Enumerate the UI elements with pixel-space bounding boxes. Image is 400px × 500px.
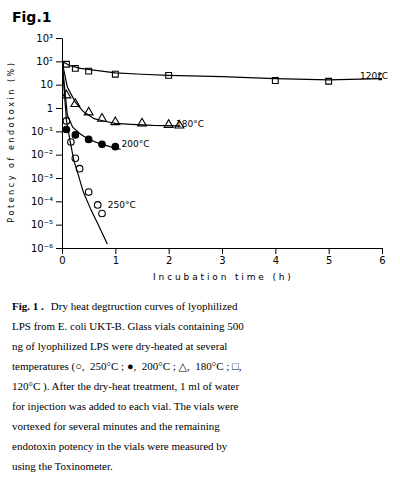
caption-line: for injection was added to each vial. Th… (12, 400, 239, 412)
plot: 0 1 2 3 4 5 6 10⁻⁶ 10⁻⁵ 10⁻⁴ 10⁻³ 10⁻² 10⁻¹ 1 10 10² 10³… (31, 33, 388, 282)
tick-label: 1 (47, 103, 53, 114)
tick-mark (222, 248, 223, 254)
tick: 10² (36, 56, 62, 67)
annotation: 180°C (176, 119, 204, 129)
caption-bold: Fig. 1 . (12, 300, 44, 312)
axis-line (56, 39, 63, 249)
axis-line (63, 249, 383, 255)
tick-mark (56, 108, 62, 109)
tick: 10⁻⁶ (31, 243, 62, 254)
tick-mark (56, 155, 62, 156)
tick: 2 (166, 248, 172, 266)
y-axis: 10⁻⁶ 10⁻⁵ 10⁻⁴ 10⁻³ 10⁻² 10⁻¹ 1 10 10² 10³ (31, 33, 63, 254)
caption-line: temperatures (○, 250°C ; ●, 200°C ; △, 1… (12, 360, 242, 373)
caption-line: using the Toxinometer. (12, 460, 113, 472)
tick-mark (56, 38, 62, 39)
tick-label: 1 (113, 255, 119, 266)
caption-line: endotoxin potency in the vials were meas… (12, 440, 228, 452)
x-axis: 0 1 2 3 4 5 6 (59, 248, 385, 266)
curve (62, 61, 179, 126)
tick-mark (56, 61, 62, 62)
tick-label: 10⁻³ (31, 173, 53, 184)
caption-text: Dry heat degtruction curves of lyophiliz… (51, 300, 238, 312)
caption-line: ng of lyophilized LPS were dry-heated at… (12, 340, 227, 352)
annotations: 120°C 180°C 200°C 250°C (108, 71, 388, 210)
tick: 10⁻⁴ (31, 196, 62, 207)
tick-label: 6 (379, 255, 385, 266)
tick: 6 (379, 248, 385, 266)
tick-mark (329, 248, 330, 254)
tick-label: 10 (40, 79, 53, 90)
tick-mark (56, 201, 62, 202)
tick-label: 10⁻¹ (31, 126, 53, 137)
tick: 10⁻¹ (31, 126, 62, 137)
caption-line: 120°C ). After the dry-heat treatment, 1… (12, 380, 239, 393)
curve (62, 61, 121, 149)
tick-mark (56, 178, 62, 179)
curve (62, 61, 382, 80)
tick-mark (382, 248, 383, 254)
annotation: 250°C (108, 200, 136, 210)
tick: 10⁻² (31, 149, 62, 160)
tick: 0 (59, 248, 65, 266)
tick: 10 (40, 79, 62, 90)
data-point (72, 132, 79, 139)
tick: 3 (219, 248, 225, 266)
annotation: 120°C (360, 71, 388, 81)
caption-line: vortexed for several minutes and the rem… (12, 420, 220, 432)
x-axis-title: I n c u b a t i o n t i m e ( h ) (153, 272, 291, 282)
data-point (326, 78, 332, 84)
tick-label: 10⁻⁴ (31, 196, 53, 207)
caption-line: LPS from E. coli UKT-B. Glass vials cont… (12, 320, 244, 332)
tick: 10³ (36, 33, 62, 44)
chart-root: Fig.1012345610⁻⁶10⁻⁵10⁻⁴10⁻³10⁻²10⁻¹1101… (0, 0, 400, 500)
tick: 10⁻³ (31, 173, 62, 184)
tick: 1 (113, 248, 119, 266)
data-point (85, 189, 92, 196)
curve (62, 61, 107, 244)
caption-line: Fig. 1 . Dry heat degtruction curves of l… (12, 300, 238, 312)
annotation: 200°C (122, 139, 150, 149)
tick-label: 5 (326, 255, 332, 266)
tick-label: 2 (166, 255, 172, 266)
tick-label: 3 (219, 255, 225, 266)
tick: 10⁻⁵ (31, 219, 62, 230)
y-axis-title: P o t e n c y o f e n d o t o x i n ( % … (7, 63, 16, 223)
tick-label: 10⁻⁶ (31, 243, 53, 254)
tick-label: 10³ (36, 33, 53, 44)
tick-mark (169, 248, 170, 254)
tick-mark (275, 248, 276, 254)
tick-mark (115, 248, 116, 254)
data-point (99, 210, 106, 217)
marks (62, 61, 382, 244)
data-point (94, 202, 101, 209)
tick: 1 (47, 103, 62, 114)
tick-mark (56, 225, 62, 226)
tick-label: 10⁻⁵ (31, 219, 53, 230)
tick-label: 0 (59, 255, 65, 266)
tick-mark (56, 85, 62, 86)
tick-label: 4 (273, 255, 279, 266)
title: Fig.1 (12, 9, 51, 25)
tick: 4 (273, 248, 279, 266)
tick-label: 10² (36, 56, 53, 67)
tick-label: 10⁻² (31, 149, 53, 160)
tick-mark (56, 131, 62, 132)
tick: 5 (326, 248, 332, 266)
tick-mark (56, 248, 62, 249)
caption: Fig. 1 . Dry heat degtruction curves of l… (12, 300, 244, 472)
